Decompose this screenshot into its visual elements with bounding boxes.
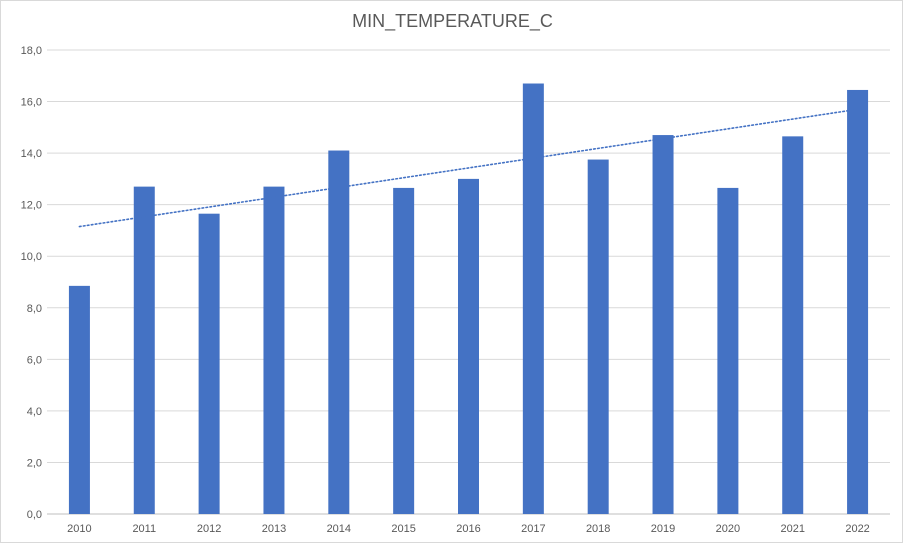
bar-2014 <box>328 150 350 515</box>
y-tick-label: 2,0 <box>27 457 42 469</box>
y-tick-label: 0,0 <box>27 509 42 521</box>
bar-2020 <box>717 187 739 514</box>
x-tick-label: 2010 <box>67 523 91 535</box>
y-tick-label: 16,0 <box>21 97 42 109</box>
y-tick-label: 12,0 <box>21 200 42 212</box>
x-tick-label: 2018 <box>586 523 610 535</box>
bar-2010 <box>68 285 90 514</box>
y-tick-label: 6,0 <box>27 354 42 366</box>
y-tick-label: 8,0 <box>27 303 42 315</box>
x-tick-label: 2012 <box>197 523 221 535</box>
trendline-group <box>78 108 859 228</box>
bar-2017 <box>522 83 544 514</box>
chart-title: MIN_TEMPERATURE_C <box>352 11 553 31</box>
y-tick-label: 18,0 <box>21 45 42 57</box>
bar-2018 <box>587 159 609 515</box>
bar-2021 <box>782 136 804 514</box>
bars <box>68 83 869 515</box>
x-tick-label: 2014 <box>327 523 351 535</box>
x-tick-label: 2013 <box>262 523 286 535</box>
bar-2013 <box>263 186 285 514</box>
y-tick-label: 14,0 <box>21 148 42 160</box>
x-tick-label: 2019 <box>651 523 675 535</box>
x-tick-label: 2016 <box>456 523 480 535</box>
x-tick-label: 2021 <box>780 523 804 535</box>
y-axis-ticks: 0,0 2,0 4,0 6,0 8,0 10,0 12,0 14,0 16,0 18,0 <box>21 45 42 521</box>
x-tick-label: 2011 <box>132 523 156 535</box>
x-axis-ticks: 2010 2011 2012 2013 2014 2015 2016 2017 2018 2019… <box>67 523 870 535</box>
x-tick-label: 2017 <box>521 523 545 535</box>
x-tick-label: 2015 <box>391 523 415 535</box>
y-tick-label: 4,0 <box>27 406 42 418</box>
y-tick-label: 10,0 <box>21 251 42 263</box>
bar-2019 <box>652 135 674 515</box>
bar-2022 <box>847 89 869 514</box>
bar-2011 <box>133 186 155 514</box>
trendline <box>78 108 859 228</box>
bar-2015 <box>393 187 415 514</box>
bar-2012 <box>198 213 220 514</box>
x-tick-label: 2020 <box>716 523 740 535</box>
x-tick-label: 2022 <box>845 523 869 535</box>
bar-2016 <box>458 178 479 514</box>
